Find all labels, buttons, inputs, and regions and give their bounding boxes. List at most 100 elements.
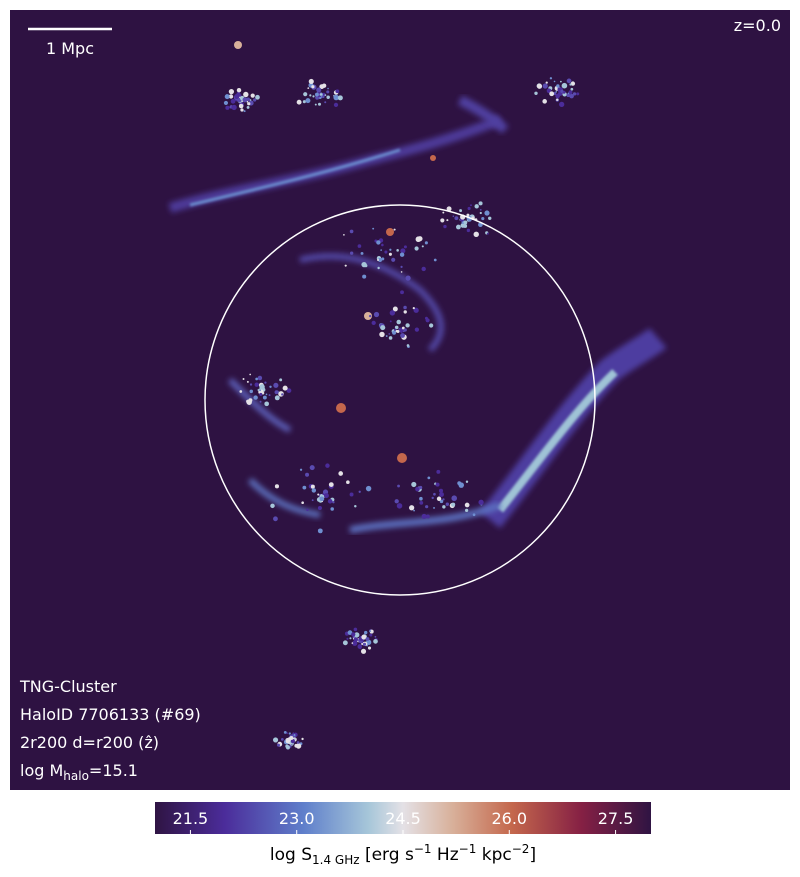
speckle [325,463,330,468]
colorbar-tick-label: 23.0 [279,809,315,828]
speckle [419,501,424,505]
speckle [309,94,312,97]
speckle [566,93,571,98]
speckle [248,398,253,403]
speckle [283,730,287,734]
speckle [443,224,447,229]
speckle [324,101,327,104]
mass-prefix: log M [20,761,63,780]
speckle [442,211,445,214]
speckle [392,330,397,335]
colorbar-tick-label: 27.5 [598,809,634,828]
speckle [391,257,396,262]
speckle [303,92,308,97]
speckle [481,217,485,221]
speckle [380,325,386,331]
filament [227,377,292,433]
speckle [242,378,245,381]
speckle [421,245,424,248]
speckle [302,100,306,104]
speckle [394,325,399,330]
speckle [301,501,304,505]
speckle [454,216,459,221]
speckle [372,227,375,230]
map-background [10,10,790,790]
speckle [280,737,284,741]
info-line: 2r200 d=r200 (ẑ) [20,733,159,752]
filament [349,501,502,534]
speckle [270,503,275,509]
emission-features [168,41,667,750]
filament [189,148,401,207]
speckle [569,93,574,99]
speckle [429,323,434,328]
mass-suffix: =15.1 [89,761,138,780]
speckle [545,81,548,84]
speckle [360,648,367,654]
label-unit: kpc [476,845,511,865]
speckle [555,91,558,93]
speckle [274,390,279,395]
speckle [576,92,580,96]
speckle [405,323,410,328]
speckle [413,307,419,313]
speckle [249,373,252,376]
speckle [393,228,396,231]
label-unit: Hz [432,845,459,865]
speckle [249,383,253,386]
speckle [240,108,244,112]
info-line: HaloID 7706133 (#69) [20,705,201,724]
filament [247,477,321,518]
speckle [285,738,291,744]
speckle [389,320,392,323]
speckle [409,505,415,511]
speckle [413,509,415,512]
speckle [353,627,358,632]
speckle [396,249,399,252]
speckle [568,90,573,95]
speckle [319,93,323,96]
speckle [470,204,472,207]
speckle [328,482,334,488]
speckle [239,390,243,393]
speckle [369,633,373,637]
speckle [388,333,391,335]
speckle [442,498,445,501]
speckle [369,630,372,633]
speckle [388,252,392,256]
speckle [243,91,249,98]
speckle [223,100,229,106]
speckle [322,493,325,496]
speckle [264,401,269,407]
speckle [338,471,344,476]
speckle [273,382,279,388]
relic [496,369,618,513]
speckle [479,209,482,211]
speckle [357,244,362,248]
speckle [412,307,415,310]
speckle [316,87,322,93]
speckle [424,316,428,320]
scale-bar-label: 1 Mpc [46,39,94,58]
speckle [349,637,352,640]
bright-spot [430,155,436,161]
speckle [349,229,354,234]
bright-spot [234,41,242,49]
speckle [230,98,236,104]
speckle [478,201,483,206]
mass-line: log Mhalo=15.1 [20,761,138,783]
speckle [463,220,468,225]
colorbar-tick-label: 21.5 [173,809,209,828]
speckle [310,484,315,489]
speckle [400,271,403,273]
speckle [279,378,283,382]
speckle [570,81,576,86]
bright-spot [364,312,372,320]
speckle [290,739,295,744]
speckle [344,264,347,267]
speckle [451,495,458,502]
speckle [317,493,320,496]
speckle [365,637,370,641]
speckle [225,105,230,110]
speckle [474,204,479,209]
